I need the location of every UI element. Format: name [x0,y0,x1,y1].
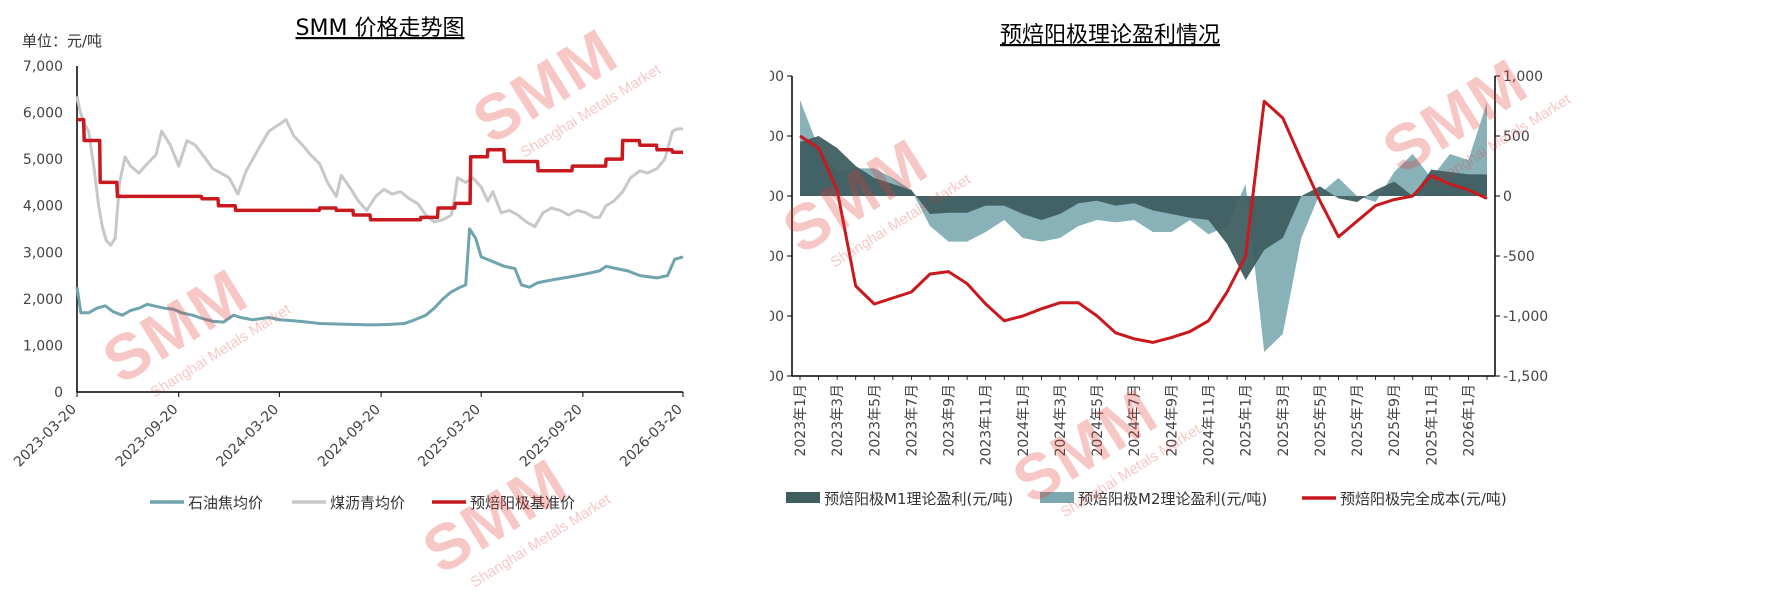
y-tick-label: 0 [54,385,63,401]
profit-chart: 预焙阳极理论盈利情况 3,500 4,000 4,500 5,000 5,500 6,000… [770,23,1548,508]
y-tick-label-left: 5,500 [770,129,784,145]
x-tick-label: 2023年7月 [904,384,920,457]
x-tick-label: 2023-09-20 [113,402,182,471]
x-tick-label: 2024年7月 [1127,384,1143,457]
y-tick-label-right: 0 [1503,189,1512,205]
x-tick-label: 2024年11月 [1201,384,1217,465]
x-tick-label: 2025年7月 [1350,384,1366,457]
x-tick-label: 2024-03-20 [213,402,282,471]
y-tick-label-left: 4,500 [770,249,784,265]
y-tick-label-left: 5,000 [770,189,784,205]
series-area [800,100,1487,352]
legend-item: 煤沥青均价 [330,494,405,512]
x-tick-label: 2025年9月 [1387,384,1403,457]
x-tick-label: 2023年11月 [979,384,995,465]
y-tick-label: 5,000 [23,152,63,168]
series-area [800,136,1487,280]
y-tick-label-right: -1,000 [1503,309,1548,325]
x-tick-label: 2024-09-20 [315,402,384,471]
legend-item: 预焙阳极M1理论盈利(元/吨) [824,490,1013,508]
x-tick-label: 2025年11月 [1424,384,1440,465]
x-tick-label: 2023-03-20 [11,402,80,471]
y-tick-label-right: -1,500 [1503,369,1548,385]
series-line [77,117,683,222]
x-tick-label: 2025-09-20 [517,402,586,471]
x-tick-label: 2024年1月 [1016,384,1032,457]
series-line [75,227,684,327]
x-tick-label: 2024年9月 [1164,384,1180,457]
x-tick-label: 2025年3月 [1276,384,1292,457]
y-tick-label-right: 1,000 [1503,69,1543,85]
legend-item: 预焙阳极基准价 [470,494,575,512]
chart-title: SMM 价格走势图 [296,16,465,41]
x-tick-label: 2025-03-20 [415,402,484,471]
x-tick-label: 2023年3月 [830,384,846,457]
y-tick-label-left: 3,500 [770,369,784,385]
y-tick-label: 7,000 [23,59,63,75]
legend-swatch [1040,492,1074,503]
y-tick-label: 6,000 [23,106,63,122]
x-tick-label: 2024年5月 [1090,384,1106,457]
series-line [799,99,1488,344]
y-tick-label-left: 6,000 [770,69,784,85]
legend-item: 预焙阳极M2理论盈利(元/吨) [1078,490,1267,508]
y-tick-label: 2,000 [23,292,63,308]
y-tick-label-left: 4,000 [770,309,784,325]
y-tick-label-right: 500 [1503,129,1530,145]
legend-item: 石油焦均价 [188,494,263,512]
x-tick-label: 2026年1月 [1461,384,1477,457]
x-tick-label: 2025年1月 [1239,384,1255,457]
y-tick-label: 4,000 [23,199,63,215]
y-tick-label: 3,000 [23,245,63,261]
series-line [75,96,683,247]
x-tick-label: 2023年5月 [867,384,883,457]
x-tick-label: 2025年5月 [1313,384,1329,457]
chart-title: 预焙阳极理论盈利情况 [1000,23,1220,48]
x-tick-label: 2023年1月 [793,384,809,457]
x-tick-label: 2026-03-20 [617,402,686,471]
y-tick-label: 1,000 [23,338,63,354]
x-tick-label: 2023年9月 [942,384,958,457]
legend-swatch [786,492,820,503]
y-tick-label-right: -500 [1503,249,1535,265]
x-tick-label: 2024年3月 [1053,384,1069,457]
unit-label: 单位：元/吨 [22,32,102,50]
legend-item: 预焙阳极完全成本(元/吨) [1340,490,1507,508]
